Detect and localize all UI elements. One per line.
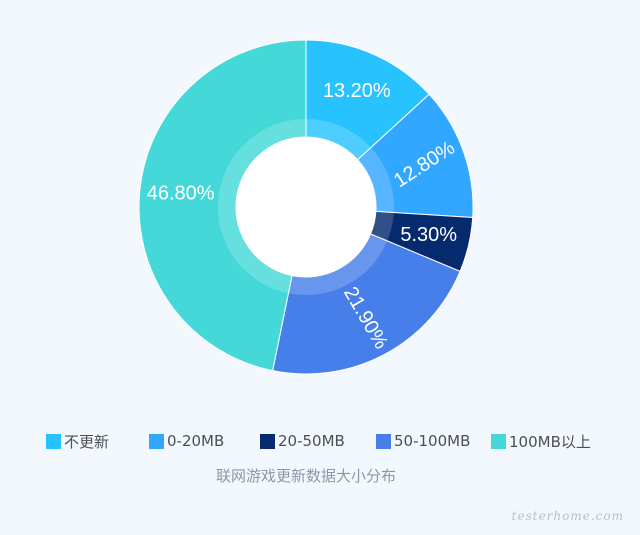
legend-swatch	[260, 433, 275, 449]
legend-swatch	[149, 433, 164, 449]
slice-label-2: 5.30%	[400, 224, 457, 246]
legend-swatch	[46, 433, 61, 449]
slice-3[interactable]	[272, 233, 461, 375]
legend-item-0-20mb[interactable]: 0-20MB	[149, 428, 224, 454]
legend-label: 不更新	[64, 432, 110, 451]
donut-hole	[236, 137, 376, 277]
slice-label-4: 46.80%	[147, 183, 215, 205]
legend-label: 100MB以上	[509, 432, 591, 451]
legend-label: 20-50MB	[278, 432, 345, 450]
legend-swatch	[491, 433, 506, 449]
slices-group	[138, 39, 474, 375]
donut-chart: 13.20%12.80%5.30%21.90%46.80%	[138, 39, 474, 375]
watermark: testerhome.com	[511, 509, 624, 523]
legend: 不更新 0-20MB 20-50MB 50-100MB 100MB以上	[0, 428, 640, 454]
legend-item-50-100mb[interactable]: 50-100MB	[376, 428, 470, 454]
legend-item-100mb-plus[interactable]: 100MB以上	[491, 428, 591, 454]
legend-swatch	[376, 433, 391, 449]
chart-title: 联网游戏更新数据大小分布	[215, 467, 396, 485]
legend-item-20-50mb[interactable]: 20-50MB	[260, 428, 345, 454]
slice-label-0: 13.20%	[323, 80, 391, 102]
legend-label: 0-20MB	[167, 432, 225, 450]
inner-halo-ring	[218, 119, 394, 295]
legend-label: 50-100MB	[394, 432, 471, 450]
legend-item-none[interactable]: 不更新	[46, 428, 109, 454]
